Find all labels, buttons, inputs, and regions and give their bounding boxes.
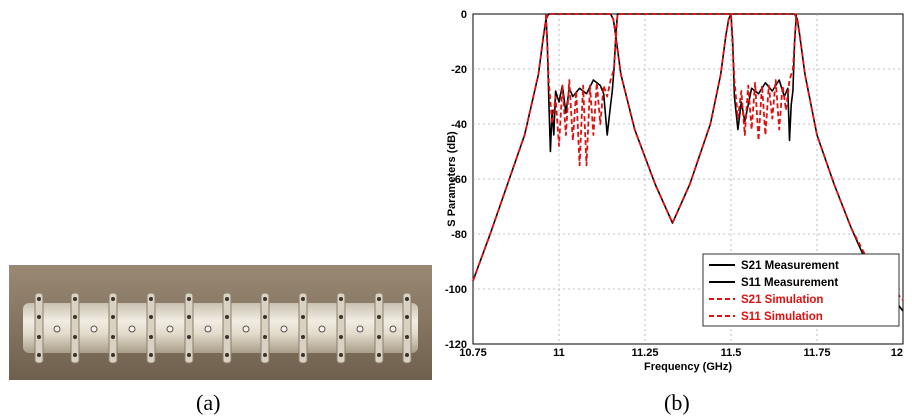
- legend-label: S11 Simulation: [741, 311, 823, 323]
- bolt: [111, 315, 115, 319]
- bolt: [187, 315, 191, 319]
- caption-b: (b): [664, 390, 690, 415]
- bolt: [187, 335, 191, 339]
- flange-ring: [222, 292, 232, 364]
- y-tick-label: -80: [451, 229, 467, 241]
- y-tick-label: 0: [461, 9, 467, 21]
- bolt: [149, 297, 153, 301]
- x-tick-label: 12: [891, 347, 903, 359]
- bolt: [149, 335, 153, 339]
- bolt: [37, 335, 41, 339]
- s-parameters-plot: 10.75 11 11.25 11.5 11.75 12 0 -20 -40 -60 -80 -100…: [445, 9, 904, 373]
- y-tick-label: -60: [451, 174, 467, 186]
- bolt: [111, 297, 115, 301]
- legend-box: [702, 253, 900, 327]
- flange-ring: [402, 292, 412, 364]
- series-line-4: [545, 13, 798, 167]
- bolt: [405, 315, 409, 319]
- tuning-screw: [204, 325, 212, 333]
- tuning-screw: [53, 325, 61, 333]
- bolt: [187, 353, 191, 357]
- series-line-3: [472, 13, 904, 301]
- bolt: [37, 297, 41, 301]
- flange-ring: [70, 292, 80, 364]
- bolt: [263, 335, 267, 339]
- flange-ring: [34, 292, 44, 364]
- x-tick-label: 11: [553, 347, 565, 359]
- y-axis-label: S Parameters (dB): [446, 131, 458, 227]
- tuning-screw: [389, 325, 397, 333]
- tuning-screw: [242, 325, 250, 333]
- bolt: [377, 353, 381, 357]
- tuning-screw: [166, 325, 174, 333]
- y-tick-label: -20: [451, 64, 467, 76]
- y-tick-label: -40: [451, 119, 467, 131]
- x-tick-label: 11.75: [804, 347, 831, 359]
- bolt: [405, 335, 409, 339]
- tuning-screw: [128, 325, 136, 333]
- bolt: [73, 335, 77, 339]
- bolt: [111, 335, 115, 339]
- flange-ring: [298, 292, 308, 364]
- bolt: [225, 353, 229, 357]
- x-tick-label: 11.25: [632, 347, 659, 359]
- bolt: [263, 315, 267, 319]
- caption-a: (a): [196, 390, 221, 415]
- bolt: [263, 297, 267, 301]
- bolt: [301, 335, 305, 339]
- legend-label: S21 Simulation: [741, 294, 823, 306]
- flange-ring: [374, 292, 384, 364]
- legend-label: S21 Measurement: [741, 260, 839, 272]
- y-tick-label: -120: [445, 339, 467, 351]
- bolt: [111, 353, 115, 357]
- bolt: [339, 315, 343, 319]
- bolt: [73, 353, 77, 357]
- bolt: [149, 315, 153, 319]
- bolt: [405, 297, 409, 301]
- y-tick-label: -100: [445, 284, 467, 296]
- bolt: [301, 353, 305, 357]
- flange-ring: [184, 292, 194, 364]
- tuning-screw: [90, 325, 98, 333]
- bolt: [301, 297, 305, 301]
- legend-label: S11 Measurement: [741, 277, 838, 289]
- bolt: [301, 315, 305, 319]
- s-parameters-chart: 10.75 11 11.25 11.5 11.75 12 0 -20 -40 -60 -80 -100…: [445, 0, 912, 376]
- flange-ring: [260, 292, 270, 364]
- bolt: [37, 353, 41, 357]
- bolt: [377, 315, 381, 319]
- bolt: [339, 353, 343, 357]
- x-tick-label: 11.5: [721, 347, 742, 359]
- bolt: [187, 297, 191, 301]
- bolt: [377, 297, 381, 301]
- bolt: [339, 297, 343, 301]
- bolt: [73, 315, 77, 319]
- flange-ring: [336, 292, 346, 364]
- x-tick-label: 10.75: [459, 347, 487, 359]
- tuning-screw: [280, 325, 288, 333]
- filter-photo: [9, 265, 432, 380]
- bolt: [339, 335, 343, 339]
- filter-photo-graphic: [9, 265, 432, 380]
- bolt: [225, 297, 229, 301]
- flange-ring: [108, 292, 118, 364]
- x-axis-label: Frequency (GHz): [644, 361, 732, 373]
- bolt: [149, 353, 153, 357]
- tuning-screw: [318, 325, 326, 333]
- bolt: [225, 315, 229, 319]
- bolt: [405, 353, 409, 357]
- bolt: [37, 315, 41, 319]
- tuning-screw: [356, 325, 364, 333]
- bolt: [377, 335, 381, 339]
- bolt: [225, 335, 229, 339]
- series-line-2: [545, 13, 798, 153]
- flange-ring: [146, 292, 156, 364]
- bolt: [263, 353, 267, 357]
- bolt: [73, 297, 77, 301]
